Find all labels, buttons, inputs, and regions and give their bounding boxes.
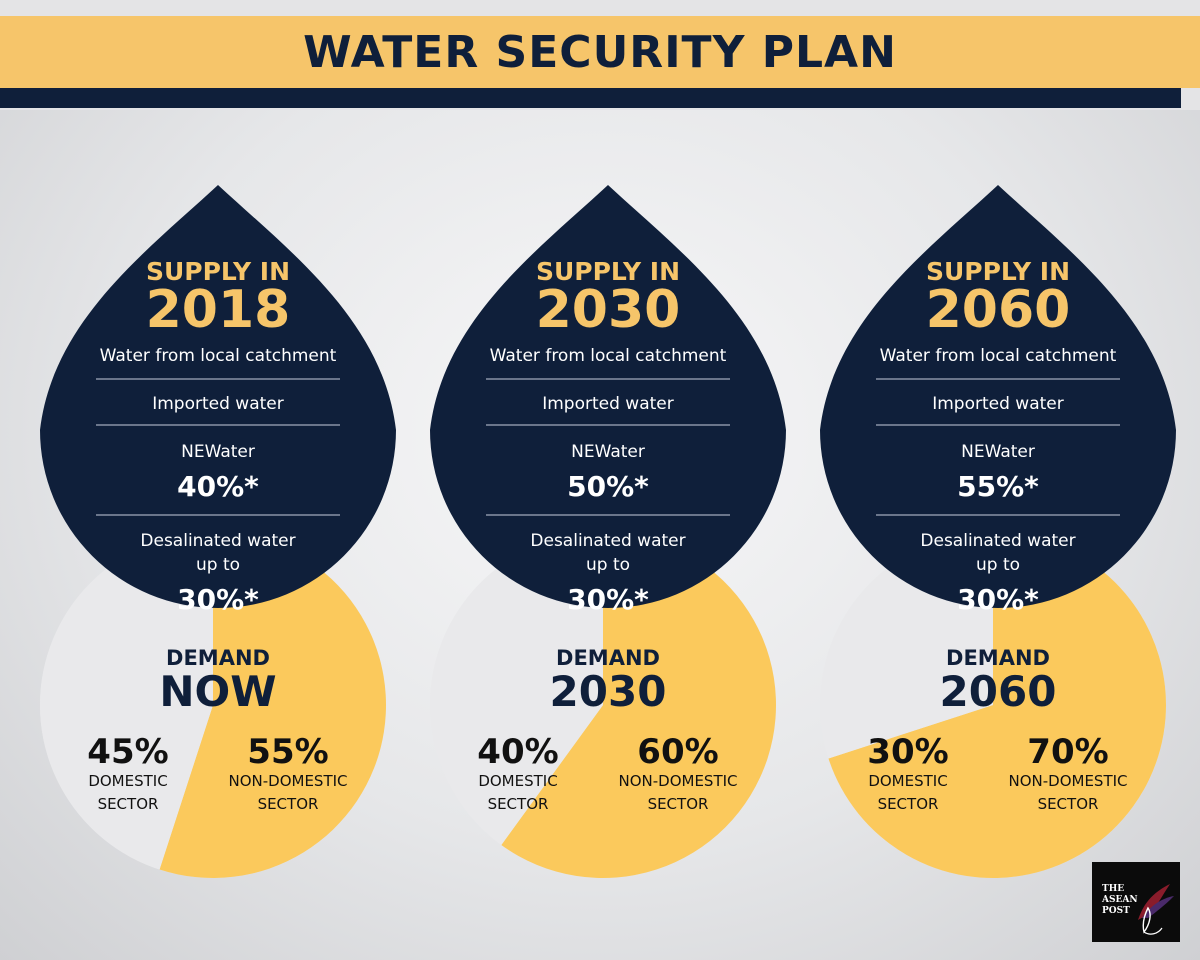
- supply-item-local-1: Water from local catchment: [490, 346, 727, 366]
- demand-period-0: NOW: [159, 667, 276, 716]
- supply-item-imported-1: Imported water: [542, 394, 674, 414]
- supply-item-imported-2: Imported water: [932, 394, 1064, 414]
- non-domestic-slice-1: [501, 532, 777, 878]
- supply-item-local-0: Water from local catchment: [100, 346, 337, 366]
- non-domestic-label2-0: SECTOR: [258, 795, 319, 813]
- non-domestic-slice-0: [159, 532, 387, 878]
- non-domestic-label2-1: SECTOR: [648, 795, 709, 813]
- supply-year-0: 2018: [146, 280, 291, 340]
- logo-text: THE ASEAN POST: [1102, 884, 1138, 916]
- supply-value-newater-0: 40%*: [177, 470, 259, 503]
- demand-heading-0: DEMAND: [166, 646, 270, 670]
- demand-heading-1: DEMAND: [556, 646, 660, 670]
- non-domestic-value-2: 70%: [1027, 732, 1108, 772]
- supply-item-desal-1: Desalinated water: [530, 531, 685, 551]
- non-domestic-slice-2: [828, 532, 1167, 878]
- supply-item-newater-0: NEWater: [181, 442, 255, 462]
- hummingbird-icon: [1138, 884, 1174, 935]
- domestic-slice-1: [430, 532, 603, 845]
- non-domestic-label2-2: SECTOR: [1038, 795, 1099, 813]
- domestic-value-2: 30%: [867, 732, 948, 772]
- title-underline: [0, 88, 1181, 108]
- supply-year-2: 2060: [926, 280, 1071, 340]
- domestic-label2-0: SECTOR: [98, 795, 159, 813]
- supply-item-newater-1: NEWater: [571, 442, 645, 462]
- non-domestic-value-1: 60%: [637, 732, 718, 772]
- title-bar: WATER SECURITY PLAN: [0, 16, 1200, 88]
- supply-drop-0: [40, 185, 396, 608]
- supply-value-desal-2: 30%*: [957, 583, 1039, 616]
- supply-heading-0: SUPPLY IN: [146, 257, 290, 286]
- supply-value-desal-0: 30%*: [177, 583, 259, 616]
- supply-drop-2: [820, 185, 1176, 608]
- supply-heading-1: SUPPLY IN: [536, 257, 680, 286]
- non-domestic-label-0: NON-DOMESTIC: [228, 772, 347, 790]
- page-title: WATER SECURITY PLAN: [303, 26, 897, 78]
- demand-heading-2: DEMAND: [946, 646, 1050, 670]
- supply-item-desal-2: Desalinated water: [920, 531, 1075, 551]
- supply-drop-1: [430, 185, 786, 608]
- supply-heading-2: SUPPLY IN: [926, 257, 1070, 286]
- demand-pie-0: [40, 532, 387, 878]
- supply-item-newater-2: NEWater: [961, 442, 1035, 462]
- non-domestic-label-2: NON-DOMESTIC: [1008, 772, 1127, 790]
- demand-period-2: 2060: [940, 667, 1057, 716]
- domestic-label-2: DOMESTIC: [868, 772, 947, 790]
- asean-post-logo: THE ASEAN POST: [1092, 862, 1180, 942]
- supply-value-newater-2: 55%*: [957, 470, 1039, 503]
- domestic-label2-2: SECTOR: [878, 795, 939, 813]
- demand-period-1: 2030: [550, 667, 667, 716]
- non-domestic-label-1: NON-DOMESTIC: [618, 772, 737, 790]
- non-domestic-value-0: 55%: [247, 732, 328, 772]
- domestic-slice-0: [40, 532, 213, 870]
- supply-item-desal-upto-0: up to: [196, 555, 240, 575]
- supply-value-desal-1: 30%*: [567, 583, 649, 616]
- domestic-label2-1: SECTOR: [488, 795, 549, 813]
- supply-item-desal-upto-2: up to: [976, 555, 1020, 575]
- supply-item-local-2: Water from local catchment: [880, 346, 1117, 366]
- domestic-value-0: 45%: [87, 732, 168, 772]
- supply-item-desal-upto-1: up to: [586, 555, 630, 575]
- supply-year-1: 2030: [536, 280, 681, 340]
- domestic-label-1: DOMESTIC: [478, 772, 557, 790]
- supply-value-newater-1: 50%*: [567, 470, 649, 503]
- domestic-value-1: 40%: [477, 732, 558, 772]
- domestic-label-0: DOMESTIC: [88, 772, 167, 790]
- demand-pie-1: [430, 532, 777, 878]
- supply-item-imported-0: Imported water: [152, 394, 284, 414]
- supply-item-desal-0: Desalinated water: [140, 531, 295, 551]
